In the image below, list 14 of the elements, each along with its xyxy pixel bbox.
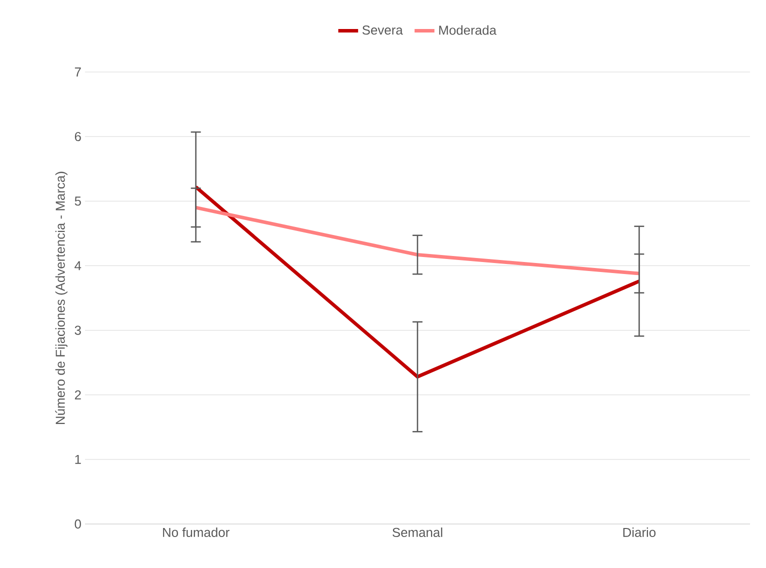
x-tick-label: No fumador xyxy=(163,528,230,538)
y-tick-label: 0 xyxy=(74,519,81,529)
y-tick-label: 1 xyxy=(75,454,81,464)
y-tick-label: 2 xyxy=(74,390,81,400)
y-tick-label: 6 xyxy=(74,132,81,142)
y-tick-label: 5 xyxy=(74,196,81,206)
y-tick-label: 4 xyxy=(74,261,82,270)
x-tick-label: Diario xyxy=(623,528,656,538)
x-tick-label: Semanal xyxy=(392,528,442,538)
legend-label: Moderada xyxy=(439,25,496,35)
y-axis-title: Número de Fijaciones (Advertencia - Marca) xyxy=(55,172,68,424)
legend-label: Severa xyxy=(362,25,403,35)
y-tick-label: 3 xyxy=(74,326,81,335)
y-tick-label: 7 xyxy=(74,68,81,76)
